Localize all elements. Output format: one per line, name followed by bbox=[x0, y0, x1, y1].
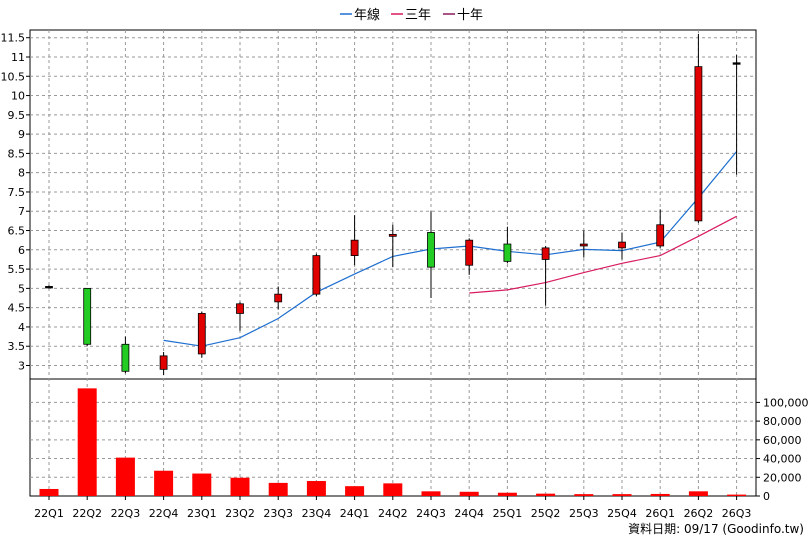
price-tick-label: 5 bbox=[18, 282, 25, 295]
price-tick-label: 11 bbox=[11, 51, 25, 64]
volume-bars bbox=[39, 388, 747, 496]
candle-body bbox=[121, 343, 130, 372]
volume-tick-label: 60,000 bbox=[763, 434, 802, 447]
x-tick-label: 26Q2 bbox=[684, 507, 714, 520]
volume-axis-ticks: 0 20,000 40,000 60,000 80,000 100,000 bbox=[756, 396, 808, 503]
x-tick-label: 23Q3 bbox=[263, 507, 293, 520]
candle-body bbox=[83, 287, 92, 345]
price-axis-ticks: 3 3.5 4 4.5 5 5.5 6 6.5 7 7.5 8 8.5 9 9.5 10 10.5 11 11.5 bbox=[1, 32, 30, 373]
volume-tick-label: 0 bbox=[763, 490, 770, 503]
candlesticks bbox=[45, 33, 741, 376]
candle-body bbox=[159, 355, 168, 370]
volume-tick-label: 20,000 bbox=[763, 471, 802, 484]
volume-bar bbox=[459, 491, 479, 496]
x-tick-label: 25Q2 bbox=[531, 507, 561, 520]
price-tick-label: 3.5 bbox=[8, 340, 26, 353]
x-tick-label: 25Q4 bbox=[607, 507, 637, 520]
volume-bar bbox=[574, 494, 594, 496]
x-tick-label: 24Q1 bbox=[340, 507, 370, 520]
x-tick-label: 22Q2 bbox=[72, 507, 102, 520]
volume-tick-label: 100,000 bbox=[763, 396, 808, 409]
x-tick-label: 24Q4 bbox=[454, 507, 484, 520]
price-tick-label: 4.5 bbox=[8, 302, 26, 315]
volume-bar bbox=[77, 388, 97, 496]
candle-body bbox=[45, 286, 53, 289]
price-tick-label: 6.5 bbox=[8, 225, 26, 238]
candle-body bbox=[579, 243, 588, 247]
volume-bar bbox=[192, 473, 212, 496]
x-tick-label: 22Q4 bbox=[149, 507, 179, 520]
series-line bbox=[469, 215, 737, 294]
x-tick-label: 26Q3 bbox=[722, 507, 752, 520]
price-tick-label: 11.5 bbox=[1, 32, 26, 45]
price-tick-label: 7.5 bbox=[8, 186, 26, 199]
volume-tick-label: 80,000 bbox=[763, 415, 802, 428]
price-tick-label: 5.5 bbox=[8, 263, 26, 276]
x-tick-label: 24Q2 bbox=[378, 507, 408, 520]
legend-label: 三年 bbox=[405, 8, 431, 23]
x-tick-label: 25Q1 bbox=[493, 507, 523, 520]
volume-bar bbox=[383, 483, 403, 496]
candle-body bbox=[312, 255, 321, 295]
price-tick-label: 10.5 bbox=[1, 70, 26, 83]
candle-body bbox=[274, 293, 283, 303]
price-tick-label: 6 bbox=[18, 244, 25, 257]
x-axis-ticks: 22Q1 22Q2 22Q3 22Q4 23Q1 23Q2 23Q3 23Q4 24Q1 24Q2… bbox=[34, 496, 751, 520]
volume-bar bbox=[536, 493, 556, 496]
legend-label: 十年 bbox=[457, 8, 483, 23]
candle-body bbox=[732, 62, 741, 65]
volume-bar bbox=[268, 482, 288, 496]
volume-bar bbox=[115, 457, 135, 496]
candle-body bbox=[197, 313, 206, 355]
x-tick-label: 22Q1 bbox=[34, 507, 64, 520]
volume-bar bbox=[497, 492, 517, 496]
volume-bar bbox=[421, 491, 441, 496]
volume-bar bbox=[345, 486, 365, 496]
candle-body bbox=[541, 247, 550, 260]
candle-body bbox=[388, 233, 397, 237]
candle-body bbox=[503, 243, 512, 262]
volume-tick-label: 40,000 bbox=[763, 453, 802, 466]
x-tick-label: 23Q4 bbox=[302, 507, 332, 520]
candle-body bbox=[618, 241, 626, 249]
volume-bar bbox=[688, 491, 708, 496]
price-tick-label: 7 bbox=[18, 205, 25, 218]
legend: 年線 三年 十年 bbox=[340, 7, 483, 23]
x-tick-label: 26Q1 bbox=[645, 507, 675, 520]
x-tick-label: 22Q3 bbox=[111, 507, 141, 520]
volume-bar bbox=[650, 493, 670, 496]
candle-body bbox=[236, 303, 244, 314]
volume-bar bbox=[154, 470, 174, 496]
x-tick-label: 23Q1 bbox=[187, 507, 217, 520]
candle-body bbox=[694, 66, 703, 222]
legend-label: 年線 bbox=[354, 7, 380, 23]
volume-bar bbox=[39, 488, 59, 496]
price-tick-label: 8.5 bbox=[8, 147, 26, 160]
x-tick-label: 23Q2 bbox=[225, 507, 255, 520]
candle-body bbox=[350, 239, 359, 256]
price-tick-label: 4 bbox=[18, 321, 25, 334]
volume-bar bbox=[306, 481, 326, 496]
price-tick-label: 9.5 bbox=[8, 109, 26, 122]
volume-bar bbox=[230, 477, 250, 496]
price-tick-label: 8 bbox=[18, 167, 25, 180]
candle-body bbox=[656, 224, 665, 247]
source-note: 資料日期: 09/17 (Goodinfo.tw) bbox=[628, 522, 804, 536]
x-tick-label: 24Q3 bbox=[416, 507, 446, 520]
x-tick-label: 25Q3 bbox=[569, 507, 599, 520]
moving-average-lines bbox=[163, 151, 738, 347]
candle-body bbox=[465, 239, 474, 266]
volume-bar bbox=[612, 494, 632, 496]
volume-bar bbox=[727, 494, 747, 496]
price-tick-label: 10 bbox=[11, 90, 25, 103]
candle-body bbox=[427, 232, 435, 268]
price-tick-label: 9 bbox=[18, 128, 25, 141]
series-line bbox=[163, 151, 738, 347]
price-tick-label: 3 bbox=[18, 360, 25, 373]
